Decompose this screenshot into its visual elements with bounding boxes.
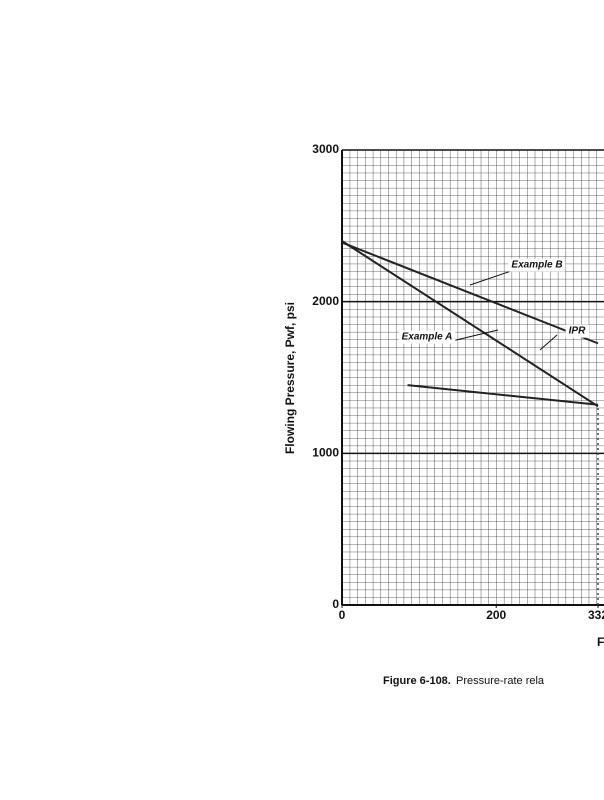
annotation-box <box>398 330 456 344</box>
x-axis-label: Fl <box>597 635 604 649</box>
y-tick-label: 3000 <box>312 142 339 156</box>
y-tick-label: 2000 <box>312 294 339 308</box>
x-tick-label: 332 <box>588 608 604 622</box>
series-line <box>341 241 599 345</box>
x-tick-label: 0 <box>339 608 346 622</box>
annotation-box <box>508 258 566 272</box>
annotation: IPR <box>569 326 586 337</box>
annotation: Example A <box>402 332 453 343</box>
annotation: Example B <box>511 260 562 271</box>
annotation-arrow <box>451 329 499 342</box>
annotation-box <box>565 324 590 338</box>
x-tick-label: 200 <box>486 608 506 622</box>
caption-text: Pressure-rate rela <box>456 675 545 687</box>
minor-grid <box>342 150 604 605</box>
y-tick-label: 1000 <box>312 446 339 460</box>
y-tick-label: 0 <box>332 597 339 611</box>
caption-number: Figure 6-108. <box>383 675 451 687</box>
annotation-arrow <box>469 268 518 286</box>
series-line <box>341 240 599 408</box>
annotation-arrow <box>539 334 558 351</box>
y-axis-label: Flowing Pressure, Pwf, psi <box>283 302 297 454</box>
series-line <box>407 384 599 406</box>
